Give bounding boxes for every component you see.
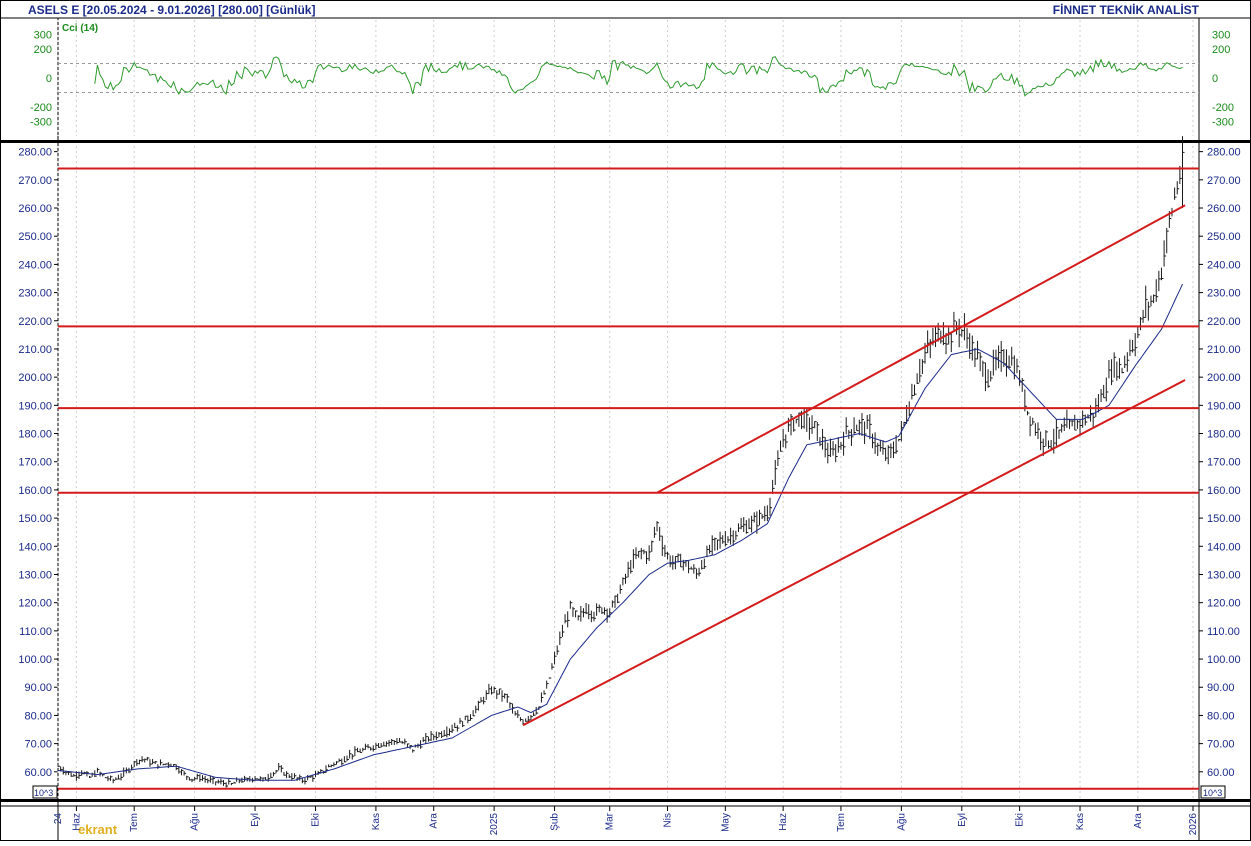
date-tick-label: Eki [1015,813,1026,827]
price-tick-left: 140.00 [18,541,52,553]
date-tick-label: Ara [1133,813,1144,829]
pane-separator [0,140,1251,143]
cci-tick-right: 300 [1212,30,1230,42]
price-tick-left: 260.00 [18,203,52,215]
date-tick-label: Ağu [190,813,201,831]
cci-tick-right: -300 [1212,117,1234,129]
date-tick-label: Eki [310,813,321,827]
date-tick-label: Eyl [250,813,261,827]
price-tick-right: 80.00 [1207,710,1235,722]
price-tick-left: 180.00 [18,429,52,441]
date-tick-label: Haz [778,813,789,831]
price-tick-right: 230.00 [1207,288,1241,300]
price-tick-left: 70.00 [24,739,52,751]
price-tick-left: 130.00 [18,569,52,581]
price-tick-right: 190.00 [1207,400,1241,412]
provider-label: FİNNET TEKNİK ANALİST [1053,2,1200,17]
cci-tick-left: 200 [34,44,52,56]
price-tick-left: 80.00 [24,710,52,722]
price-tick-left: 90.00 [24,682,52,694]
price-tick-left: 110.00 [19,626,52,638]
price-tick-left: 280.00 [18,147,52,159]
price-tick-right: 90.00 [1207,682,1235,694]
date-tick-label: Ağu [896,813,907,831]
cci-tick-right: -200 [1212,102,1234,114]
date-tick-label: 24 [53,813,64,825]
date-tick-label: Kas [1075,813,1086,830]
price-tick-left: 160.00 [18,485,52,497]
date-tick-label: May [720,813,731,832]
price-tick-right: 110.00 [1207,626,1240,638]
date-tick-label: Eyl [957,813,968,827]
scale-note-box-right [1200,785,1226,799]
price-tick-right: 70.00 [1207,739,1235,751]
date-tick-label: Tem [129,813,140,832]
price-tick-right: 100.00 [1207,654,1241,666]
date-tick-label: Tem [836,813,847,832]
price-tick-left: 240.00 [18,259,52,271]
price-tick-left: 200.00 [18,372,52,384]
price-tick-left: 190.00 [18,400,52,412]
price-tick-left: 250.00 [18,231,52,243]
price-tick-left: 210.00 [18,344,52,356]
price-tick-right: 120.00 [1207,598,1241,610]
cci-tick-left: 0 [46,73,52,85]
price-tick-left: 60.00 [24,767,52,779]
price-tick-right: 140.00 [1207,541,1241,553]
cci-tick-left: -200 [30,102,52,114]
price-tick-left: 230.00 [18,288,52,300]
date-tick-label: Mar [605,812,616,830]
price-tick-right: 210.00 [1207,344,1241,356]
price-tick-right: 180.00 [1207,429,1241,441]
scale-note-box-left [32,785,58,799]
price-tick-left: 170.00 [18,457,52,469]
price-tick-right: 60.00 [1207,767,1235,779]
cci-line [94,56,1183,97]
price-tick-left: 100.00 [18,654,52,666]
date-tick-label: 2025 [489,813,500,836]
watermark-logo: ekrant [78,822,118,837]
price-tick-right: 220.00 [1207,316,1241,328]
scale-note-right: 10^3 [1203,788,1222,798]
cci-tick-right: 0 [1212,73,1218,85]
price-tick-right: 250.00 [1207,231,1241,243]
price-tick-right: 150.00 [1207,513,1241,525]
date-tick-label: Şub [550,813,561,831]
price-tick-right: 270.00 [1207,175,1241,187]
trend-channel-line [656,204,1186,494]
price-tick-right: 200.00 [1207,372,1241,384]
chart-title: ASELS E [20.05.2024 - 9.01.2026] [280.00… [28,3,315,17]
price-tick-right: 130.00 [1207,569,1241,581]
scale-note-left: 10^3 [34,788,53,798]
date-tick-label: Nis [663,813,674,827]
bottom-pane-separator [0,799,1251,802]
date-tick-label: Ara [429,813,440,829]
moving-average-line [57,283,1183,781]
cci-tick-right: 200 [1212,44,1230,56]
date-tick-label: 2026 [1188,813,1199,836]
price-tick-right: 260.00 [1207,203,1241,215]
cci-indicator-label: Cci (14) [62,23,98,34]
price-tick-left: 270.00 [18,175,52,187]
trend-channel-line [522,379,1186,727]
price-tick-right: 170.00 [1207,457,1241,469]
price-tick-right: 280.00 [1207,147,1241,159]
price-tick-left: 120.00 [18,598,52,610]
date-tick-label: Haz [71,813,82,831]
price-tick-right: 240.00 [1207,259,1241,271]
date-tick-label: Kas [371,813,382,830]
price-tick-right: 160.00 [1207,485,1241,497]
price-tick-left: 220.00 [18,316,52,328]
cci-tick-left: 300 [34,30,52,42]
price-tick-left: 150.00 [18,513,52,525]
cci-tick-left: -300 [30,117,52,129]
